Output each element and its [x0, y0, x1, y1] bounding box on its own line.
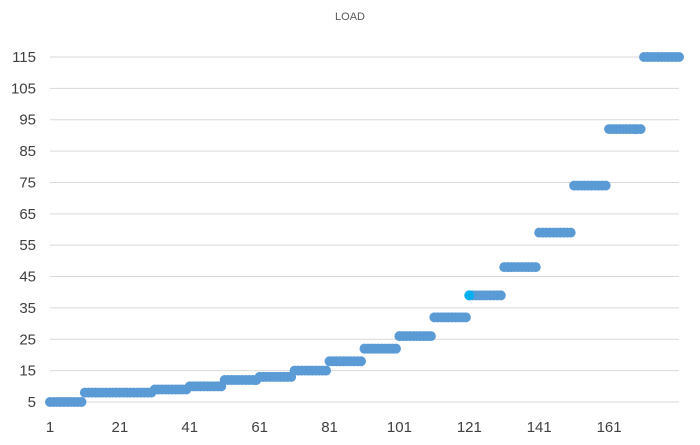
- x-tick-label: 81: [321, 419, 338, 436]
- data-point: [530, 262, 541, 273]
- segment-14: [534, 227, 576, 238]
- segment-13: [499, 262, 541, 273]
- data-point: [495, 290, 506, 301]
- x-tick-label: 101: [387, 419, 412, 436]
- x-tick-label: 21: [112, 419, 129, 436]
- segment-10: [394, 331, 436, 342]
- data-point: [425, 331, 436, 342]
- y-tick-label: 55: [19, 237, 36, 254]
- y-tick-label: 45: [19, 269, 36, 286]
- data-point: [356, 356, 367, 367]
- segment-8: [324, 356, 367, 367]
- data-point: [76, 397, 87, 407]
- segment-6: [254, 371, 297, 382]
- y-tick-label: 5: [28, 394, 36, 411]
- series-load: [45, 52, 684, 407]
- segment-2: [79, 387, 157, 398]
- x-tick-label: 121: [457, 419, 482, 436]
- x-axis-ticks: 1 21 41 61 81 101 121 141 161: [46, 419, 622, 436]
- x-tick-label: 1: [46, 419, 54, 436]
- data-point: [674, 52, 684, 62]
- segment-7: [289, 365, 332, 376]
- segment-11: [429, 312, 471, 323]
- y-tick-label: 85: [19, 143, 36, 160]
- segment-16: [604, 124, 646, 135]
- y-tick-label: 15: [19, 363, 36, 380]
- chart-title: LOAD: [335, 11, 365, 23]
- x-tick-label: 161: [597, 419, 622, 436]
- segment-15: [569, 180, 611, 191]
- y-tick-label: 25: [19, 331, 36, 348]
- data-point: [565, 227, 576, 238]
- y-axis-ticks: 5 15 25 35 45 55 65 75 85 95 105 115: [11, 49, 36, 411]
- y-tick-label: 95: [19, 112, 36, 129]
- data-point: [460, 312, 471, 323]
- y-tick-label: 105: [11, 80, 36, 97]
- x-tick-label: 141: [527, 419, 552, 436]
- x-tick-label: 61: [251, 419, 268, 436]
- data-point: [390, 343, 401, 354]
- y-tick-label: 65: [19, 206, 36, 223]
- segment-9: [359, 343, 401, 354]
- data-point: [321, 365, 332, 376]
- data-point: [600, 180, 611, 191]
- highlighted-data-point: [464, 290, 475, 301]
- segment-17: [639, 52, 684, 62]
- segment-1: [45, 397, 87, 407]
- data-point: [635, 124, 646, 135]
- y-tick-label: 115: [12, 49, 36, 66]
- y-tick-label: 75: [19, 174, 36, 191]
- x-tick-label: 41: [181, 419, 198, 436]
- segment-4: [184, 381, 227, 392]
- y-tick-label: 35: [19, 300, 36, 317]
- gridlines: [50, 56, 679, 403]
